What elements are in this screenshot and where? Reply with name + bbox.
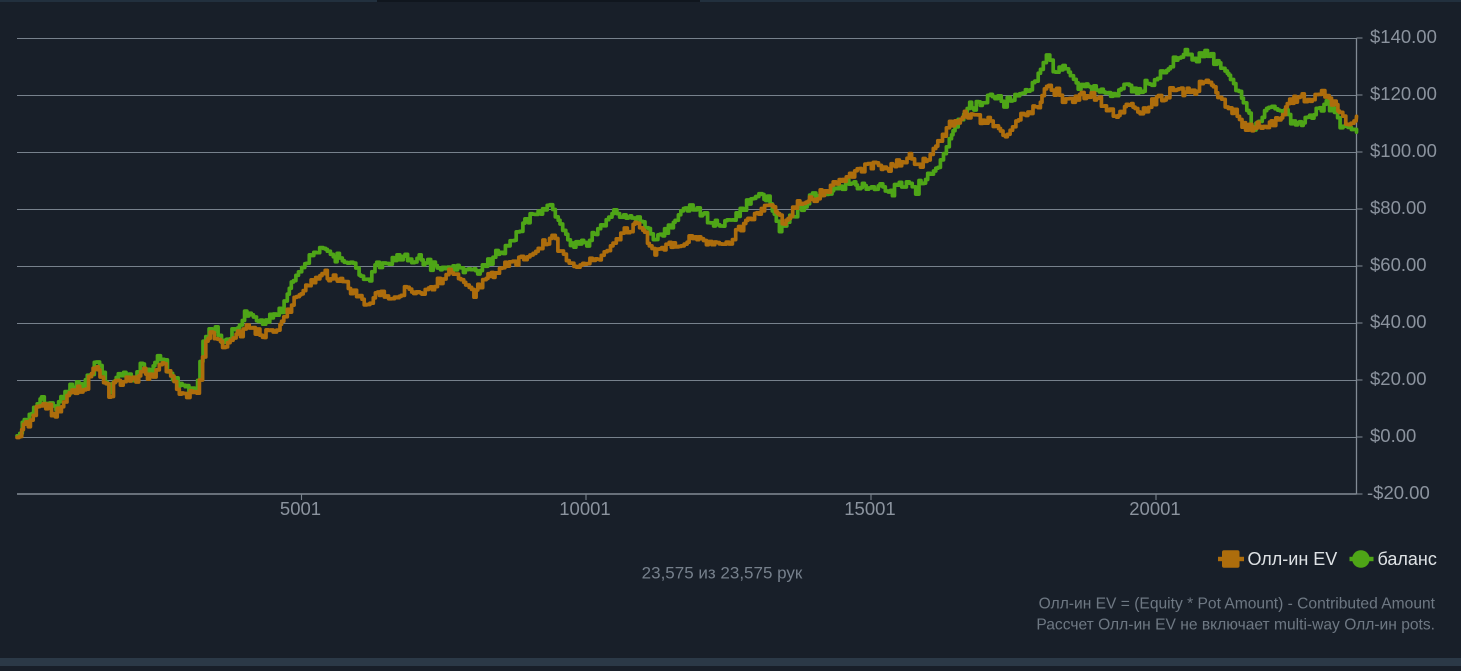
svg-text:$60.00: $60.00 xyxy=(1370,254,1427,275)
svg-text:Олл-ин EV: Олл-ин EV xyxy=(1248,549,1338,569)
svg-text:баланс: баланс xyxy=(1378,549,1437,569)
svg-text:$20.00: $20.00 xyxy=(1370,368,1427,389)
svg-text:$100.00: $100.00 xyxy=(1370,140,1437,161)
svg-text:15001: 15001 xyxy=(844,498,895,519)
svg-text:23,575 из 23,575 рук: 23,575 из 23,575 рук xyxy=(642,564,803,583)
svg-text:$40.00: $40.00 xyxy=(1370,311,1427,332)
svg-text:-$20.00: -$20.00 xyxy=(1367,482,1430,503)
svg-text:$80.00: $80.00 xyxy=(1370,197,1427,218)
svg-text:Олл-ин EV = (Equity * Pot Amou: Олл-ин EV = (Equity * Pot Amount) - Cont… xyxy=(1039,596,1436,613)
svg-text:20001: 20001 xyxy=(1129,498,1180,519)
svg-text:5001: 5001 xyxy=(280,498,321,519)
svg-text:$140.00: $140.00 xyxy=(1370,26,1437,47)
svg-text:$0.00: $0.00 xyxy=(1370,425,1416,446)
svg-text:10001: 10001 xyxy=(559,498,610,519)
svg-text:Рассчет Олл-ин EV не включает: Рассчет Олл-ин EV не включает multi-way … xyxy=(1036,617,1435,634)
svg-text:$120.00: $120.00 xyxy=(1370,83,1437,104)
